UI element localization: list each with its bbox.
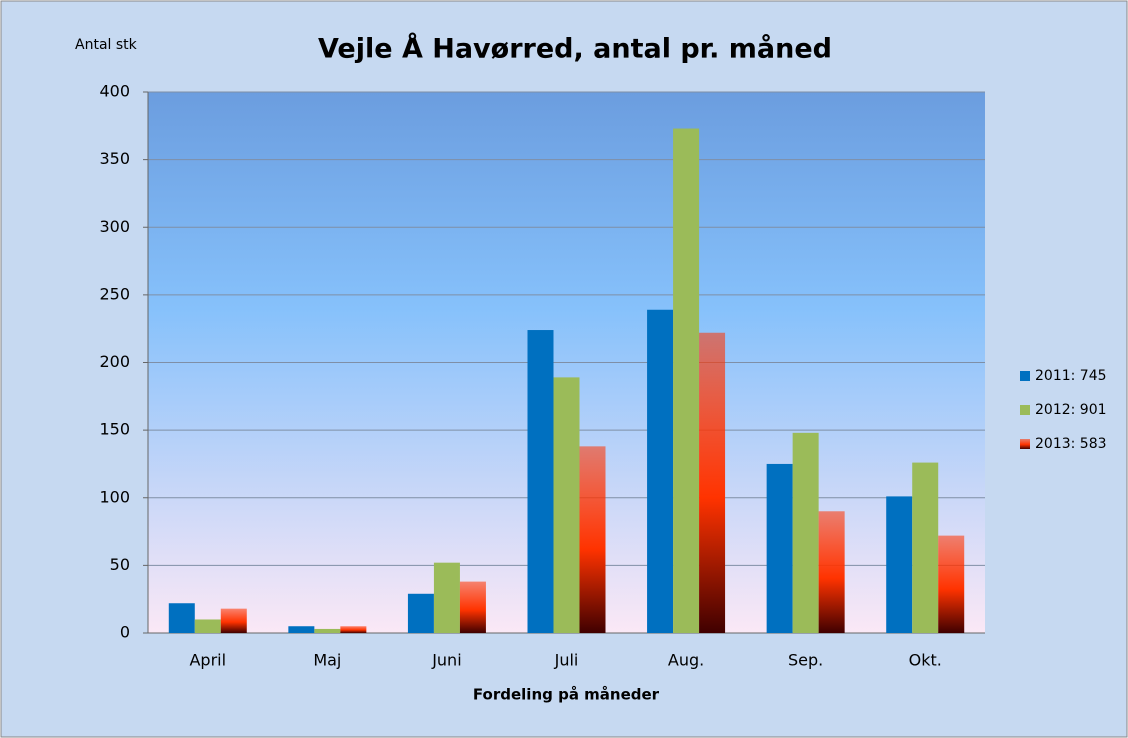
bar	[407, 593, 434, 633]
x-tick-label: Sep.	[788, 651, 823, 670]
bar	[527, 330, 554, 633]
y-tick-label: 400	[99, 82, 130, 101]
bar	[194, 619, 221, 633]
bar	[938, 535, 965, 633]
bar	[673, 128, 700, 633]
bar	[818, 511, 845, 633]
y-axis-title: Antal stk	[75, 37, 138, 53]
x-tick-label: Aug.	[668, 651, 704, 670]
legend-swatch	[1020, 371, 1030, 381]
bar	[912, 462, 939, 633]
x-tick-label: Juni	[431, 651, 461, 670]
legend-swatch	[1020, 439, 1030, 449]
bar	[288, 626, 315, 633]
x-tick-label: April	[189, 651, 226, 670]
legend-swatch	[1020, 405, 1030, 415]
bar	[314, 628, 341, 633]
y-tick-label: 250	[99, 284, 130, 303]
bar	[220, 608, 247, 633]
y-tick-label: 0	[120, 623, 130, 642]
x-axis-title: Fordeling på måneder	[473, 686, 660, 704]
bar	[792, 432, 819, 633]
bar	[647, 309, 674, 633]
x-tick-label: Okt.	[909, 651, 942, 670]
legend-label: 2013: 583	[1035, 436, 1107, 452]
bar	[553, 377, 580, 633]
bar	[340, 626, 367, 633]
y-tick-label: 150	[99, 420, 130, 439]
bar	[433, 562, 460, 633]
y-tick-label: 350	[99, 149, 130, 168]
y-tick-label: 100	[99, 487, 130, 506]
bar	[766, 463, 793, 633]
bar	[886, 496, 913, 633]
y-tick-label: 200	[99, 352, 130, 371]
bar	[459, 581, 486, 633]
legend-label: 2011: 745	[1035, 368, 1107, 384]
bar	[699, 332, 726, 633]
x-tick-label: Juli	[554, 651, 579, 670]
bar	[579, 446, 606, 633]
bar	[168, 603, 195, 633]
x-tick-label: Maj	[313, 651, 341, 670]
y-tick-label: 50	[110, 555, 130, 574]
legend-label: 2012: 901	[1035, 402, 1107, 418]
chart-title: Vejle Å Havørred, antal pr. måned	[318, 33, 832, 65]
y-tick-label: 300	[99, 217, 130, 236]
